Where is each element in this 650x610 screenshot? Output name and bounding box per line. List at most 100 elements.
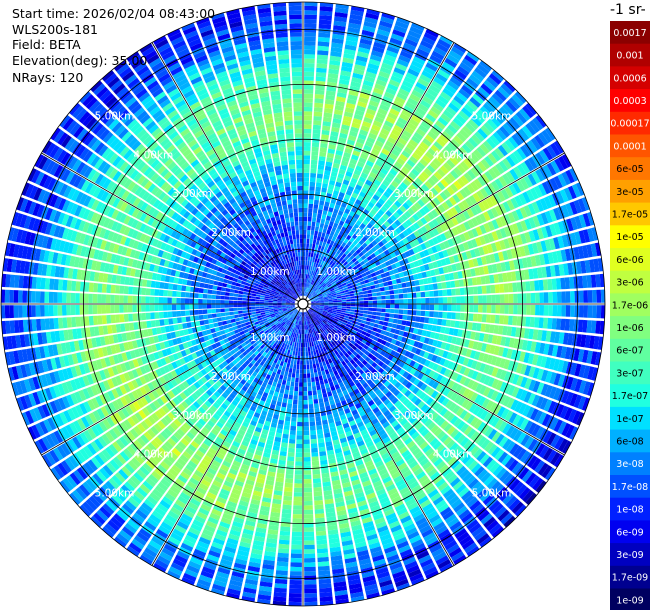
- beta-cell: [312, 385, 317, 391]
- beta-cell: [307, 373, 311, 378]
- beta-cell: [299, 338, 301, 343]
- beta-cell: [285, 385, 290, 391]
- beta-cell: [313, 107, 323, 113]
- beta-cell: [351, 217, 358, 224]
- beta-cell: [308, 247, 312, 253]
- beta-cell: [330, 171, 338, 178]
- beta-cell: [276, 561, 289, 567]
- beta-cell: [441, 282, 447, 289]
- beta-cell: [369, 54, 382, 62]
- beta-cell: [403, 146, 413, 155]
- beta-cell: [313, 286, 317, 291]
- beta-cell: [297, 421, 303, 427]
- beta-cell: [482, 102, 495, 115]
- beta-cell: [384, 317, 390, 322]
- beta-cell: [304, 291, 306, 296]
- beta-cell: [313, 368, 318, 373]
- beta-cell: [399, 153, 408, 162]
- beta-cell: [459, 312, 465, 321]
- beta-cell: [340, 187, 347, 194]
- beta-cell: [304, 557, 316, 563]
- beta-cell: [336, 249, 342, 255]
- beta-cell: [467, 169, 477, 180]
- beta-cell: [368, 236, 375, 243]
- beta-cell: [319, 286, 323, 291]
- beta-cell: [349, 196, 357, 203]
- beta-cell: [517, 304, 523, 315]
- beta-cell: [360, 202, 367, 209]
- beta-cell: [365, 71, 377, 79]
- beta-cell: [306, 283, 309, 288]
- beta-cell: [376, 29, 390, 37]
- beta-cell: [312, 257, 316, 263]
- beta-cell: [281, 379, 287, 385]
- beta-cell: [296, 439, 303, 445]
- beta-cell: [325, 161, 333, 167]
- beta-cell: [326, 215, 331, 221]
- beta-cell: [312, 293, 317, 297]
- beta-cell: [295, 346, 299, 352]
- beta-cell: [290, 381, 295, 387]
- beta-cell: [281, 517, 291, 523]
- beta-cell: [431, 50, 445, 61]
- beta-cell: [316, 235, 321, 241]
- beta-cell: [365, 160, 374, 168]
- beta-cell: [362, 168, 370, 175]
- beta-cell: [306, 238, 310, 244]
- beta-cell: [324, 279, 329, 284]
- beta-cell: [349, 311, 355, 315]
- beta-cell: [345, 308, 351, 312]
- beta-cell: [315, 186, 321, 192]
- beta-cell: [303, 150, 311, 156]
- beta-cell: [308, 295, 313, 299]
- beta-cell: [450, 99, 463, 110]
- beta-cell: [349, 221, 355, 227]
- beta-cell: [304, 584, 317, 589]
- beta-cell: [303, 84, 314, 90]
- beta-cell: [312, 129, 321, 135]
- beta-cell: [333, 113, 343, 120]
- beta-cell: [357, 195, 364, 202]
- beta-cell: [331, 261, 336, 267]
- beta-cell: [439, 165, 449, 175]
- beta-cell: [311, 225, 315, 231]
- beta-cell: [476, 63, 490, 75]
- beta-cell: [382, 213, 390, 221]
- beta-cell: [437, 95, 449, 105]
- beta-cell: [583, 305, 588, 318]
- beta-cell: [318, 274, 322, 279]
- beta-cell: [313, 281, 317, 286]
- beta-cell: [316, 291, 321, 295]
- beta-cell: [364, 75, 376, 83]
- beta-cell: [409, 184, 417, 193]
- beta-cell: [513, 293, 518, 304]
- beta-cell: [314, 89, 325, 95]
- beta-cell: [490, 284, 496, 294]
- beta-cell: [309, 181, 316, 187]
- beta-cell: [317, 50, 329, 56]
- beta-cell: [317, 245, 322, 251]
- beta-cell: [468, 137, 479, 148]
- beta-cell: [341, 226, 347, 232]
- beta-cell: [289, 438, 296, 444]
- beta-cell: [358, 313, 364, 317]
- beta-cell: [551, 278, 557, 290]
- beta-cell: [316, 258, 320, 264]
- beta-cell: [405, 320, 411, 327]
- beta-cell: [381, 238, 388, 245]
- beta-cell: [293, 364, 297, 369]
- beta-cell: [316, 63, 328, 69]
- beta-cell: [362, 25, 376, 33]
- beta-cell: [375, 201, 383, 209]
- beta-cell: [341, 258, 346, 264]
- beta-cell: [315, 283, 320, 288]
- beta-cell: [344, 255, 349, 261]
- beta-cell: [420, 291, 426, 298]
- beta-cell: [452, 117, 464, 128]
- beta-cell: [314, 288, 319, 292]
- beta-cell: [306, 243, 310, 248]
- beta-cell: [379, 183, 388, 191]
- beta-cell: [373, 87, 384, 95]
- beta-cell: [339, 74, 351, 81]
- beta-cell: [503, 283, 509, 293]
